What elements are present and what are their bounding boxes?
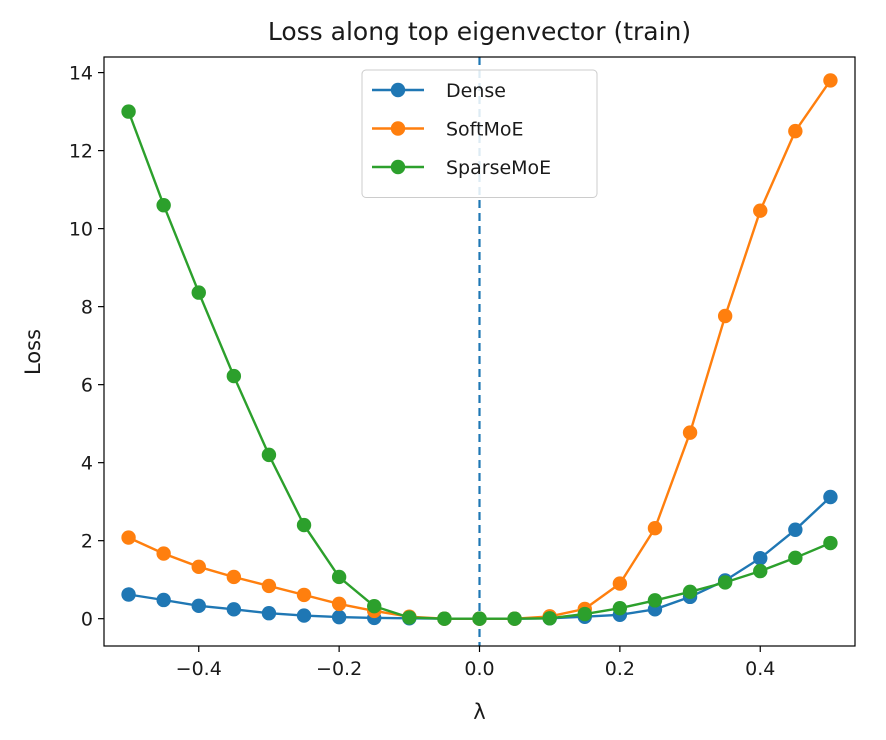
dense-point xyxy=(753,551,768,566)
x-tick-label: 0.4 xyxy=(745,658,775,680)
y-tick-label: 14 xyxy=(69,63,93,85)
sparsemoe-point xyxy=(507,611,522,626)
softmoe-point xyxy=(612,576,628,591)
sparsemoe-point xyxy=(823,535,838,551)
x-tick-label: −0.2 xyxy=(316,658,362,680)
legend-label-softmoe: SoftMoE xyxy=(446,119,524,141)
softmoe-point xyxy=(121,530,136,545)
legend-label-dense: Dense xyxy=(446,80,506,102)
sparsemoe-point xyxy=(682,584,698,599)
plot-area xyxy=(121,57,838,646)
sparsemoe-point xyxy=(156,198,171,213)
softmoe-point xyxy=(788,123,803,139)
y-axis-label: Loss xyxy=(21,329,45,375)
y-tick-label: 0 xyxy=(81,609,93,631)
sparsemoe-point xyxy=(402,610,417,625)
legend-marker-softmoe xyxy=(390,121,406,136)
softmoe-point xyxy=(226,569,242,585)
x-tick-label: 0.2 xyxy=(605,658,635,680)
y-tick-label: 2 xyxy=(81,531,93,553)
softmoe-point xyxy=(647,521,663,536)
chart-title: Loss along top eigenvector (train) xyxy=(268,17,691,46)
y-tick-label: 6 xyxy=(81,375,93,397)
softmoe-point xyxy=(156,546,171,561)
softmoe-point xyxy=(753,203,768,218)
sparsemoe-point xyxy=(437,611,452,626)
legend: Dense SoftMoE SparseMoE xyxy=(361,69,598,198)
sparsemoe-point xyxy=(367,599,382,614)
dense-point xyxy=(121,587,136,602)
legend-marker-sparsemoe xyxy=(390,159,406,175)
x-tick-label: −0.4 xyxy=(176,658,222,680)
softmoe-point xyxy=(191,559,206,575)
dense-point xyxy=(296,608,312,623)
sparsemoe-point xyxy=(647,593,663,608)
softmoe-point xyxy=(331,596,347,612)
sparsemoe-point xyxy=(577,606,592,622)
sparsemoe-point xyxy=(226,368,242,384)
softmoe-point xyxy=(296,587,312,603)
sparsemoe-point xyxy=(331,569,347,585)
dense-point xyxy=(261,606,277,621)
sparsemoe-point xyxy=(261,447,277,463)
sparsemoe-point xyxy=(753,563,768,579)
softmoe-point xyxy=(823,73,838,88)
x-axis-ticks: −0.4 −0.2 0.0 0.2 0.4 xyxy=(176,646,775,680)
sparsemoe-point xyxy=(191,285,206,300)
dense-point xyxy=(226,602,242,617)
sparsemoe-point xyxy=(121,104,136,119)
dense-point xyxy=(156,592,171,608)
legend-marker-dense xyxy=(390,82,406,98)
y-axis-ticks: 0 2 4 6 8 10 12 14 xyxy=(69,63,104,631)
sparsemoe-point xyxy=(612,600,628,616)
y-tick-label: 4 xyxy=(81,453,93,475)
dense-point xyxy=(823,489,838,505)
dense-point xyxy=(788,522,803,537)
legend-label-sparsemoe: SparseMoE xyxy=(446,157,551,179)
dense-point xyxy=(191,598,206,614)
softmoe-point xyxy=(261,578,277,594)
sparsemoe-point xyxy=(472,611,487,626)
dense-point xyxy=(331,609,347,625)
softmoe-point xyxy=(682,425,698,440)
y-tick-label: 12 xyxy=(69,141,93,163)
softmoe-point xyxy=(717,308,733,324)
y-tick-label: 8 xyxy=(81,297,93,319)
sparsemoe-point xyxy=(788,550,803,566)
x-tick-label: 0.0 xyxy=(464,658,494,680)
x-axis-label: λ xyxy=(473,700,485,724)
sparsemoe-point xyxy=(542,611,557,626)
sparsemoe-point xyxy=(296,517,312,533)
sparsemoe-point xyxy=(717,575,733,590)
y-tick-label: 10 xyxy=(69,219,93,241)
legend-box xyxy=(361,69,598,198)
